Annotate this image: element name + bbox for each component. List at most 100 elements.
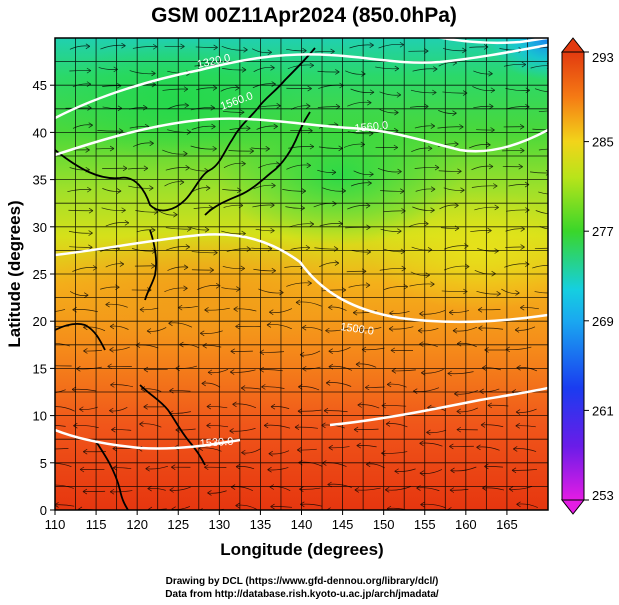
green-region-north <box>55 40 310 160</box>
streamline <box>318 146 343 149</box>
streamline <box>235 466 255 470</box>
streamline-arrow <box>505 346 511 353</box>
streamlines <box>45 41 560 510</box>
streamline-arrow <box>212 85 218 91</box>
streamline <box>55 342 70 347</box>
streamline <box>83 326 106 332</box>
streamline <box>501 288 520 294</box>
streamline <box>131 248 157 252</box>
streamline-arrow <box>240 385 246 391</box>
streamline-arrow <box>367 180 372 186</box>
streamline <box>534 291 548 294</box>
streamline-arrow <box>456 408 461 415</box>
streamline-arrow <box>88 230 93 236</box>
streamline <box>477 248 499 252</box>
streamline <box>326 382 352 387</box>
streamline <box>252 48 272 54</box>
x-tick-label: 160 <box>455 517 477 532</box>
streamline <box>351 250 371 253</box>
x-tick-label: 165 <box>496 517 518 532</box>
streamline-arrow <box>369 171 374 178</box>
streamline <box>325 327 350 332</box>
streamline-arrow <box>339 82 344 89</box>
streamline <box>194 64 216 67</box>
streamline <box>162 88 188 91</box>
streamline-arrow <box>233 306 238 312</box>
streamline-arrow <box>335 103 341 110</box>
streamline <box>298 386 320 391</box>
streamline-arrow <box>71 386 77 393</box>
streamline <box>220 87 240 92</box>
streamline-arrow <box>419 470 425 476</box>
streamline <box>133 142 154 147</box>
streamline <box>169 390 191 392</box>
streamline-arrow <box>477 306 483 313</box>
streamline <box>321 289 347 292</box>
streamline-arrow <box>307 280 312 287</box>
streamline-arrow <box>525 103 530 110</box>
streamline-arrow <box>86 67 92 74</box>
streamline-arrow <box>325 327 330 334</box>
streamline-arrow <box>430 207 435 213</box>
streamline-arrow <box>427 247 433 253</box>
streamline-arrow <box>366 249 371 255</box>
streamline-arrow <box>420 501 425 508</box>
streamline-arrow <box>86 81 92 87</box>
streamline-arrow <box>556 246 560 251</box>
streamline-arrow <box>426 429 431 436</box>
streamline <box>207 368 229 374</box>
streamline <box>111 429 132 431</box>
streamline <box>442 91 468 94</box>
streamline <box>476 446 500 451</box>
streamline <box>76 366 102 370</box>
streamline-arrow <box>335 69 340 75</box>
streamline <box>110 384 134 388</box>
streamline <box>450 466 477 472</box>
streamline-arrow <box>205 185 211 191</box>
coast-malaysia <box>94 439 129 510</box>
streamline <box>350 88 375 94</box>
streamline-arrow <box>85 43 91 50</box>
streamline-arrow <box>152 43 158 50</box>
streamline <box>55 309 66 312</box>
streamline <box>355 363 377 368</box>
x-axis: 110 115 120 125 130 135 140 145 150 155 160 165 <box>45 510 518 532</box>
streamline-arrow <box>122 165 128 172</box>
streamline <box>357 327 382 331</box>
streamline-arrow <box>390 347 396 354</box>
streamline-arrow <box>480 422 486 428</box>
streamline-arrow <box>84 292 89 298</box>
streamline-arrow <box>186 129 192 135</box>
streamline-arrow <box>432 89 437 96</box>
streamline <box>414 167 440 169</box>
streamline <box>289 223 314 228</box>
streamline-arrow <box>183 264 189 271</box>
streamline-arrow <box>268 450 273 457</box>
streamline-arrow <box>183 86 189 92</box>
streamline-arrow <box>235 85 240 91</box>
streamline-arrow <box>389 310 394 317</box>
streamline <box>361 347 385 351</box>
y-tick-label: 5 <box>40 456 47 471</box>
streamline-arrow <box>357 402 362 408</box>
streamline-arrow <box>139 421 144 427</box>
figure-title: GSM 00Z11Apr2024 (850.0hPa) <box>151 4 457 27</box>
streamline <box>196 87 218 91</box>
streamline <box>101 207 126 211</box>
streamline-arrow <box>119 261 125 267</box>
streamline-arrow <box>419 440 424 447</box>
coast-mainland <box>55 47 316 212</box>
streamline-arrow <box>109 347 114 353</box>
streamline-arrow <box>298 459 303 466</box>
streamline <box>129 126 150 129</box>
streamline <box>515 326 536 331</box>
streamline-arrow <box>51 363 55 368</box>
streamline-arrow <box>145 465 150 472</box>
streamline-arrow <box>180 43 185 50</box>
streamline-arrow <box>45 341 49 346</box>
streamline <box>221 45 248 51</box>
streamline-arrow <box>549 290 553 295</box>
streamline-arrow <box>212 145 217 152</box>
streamline <box>438 170 462 172</box>
streamline <box>222 68 247 71</box>
